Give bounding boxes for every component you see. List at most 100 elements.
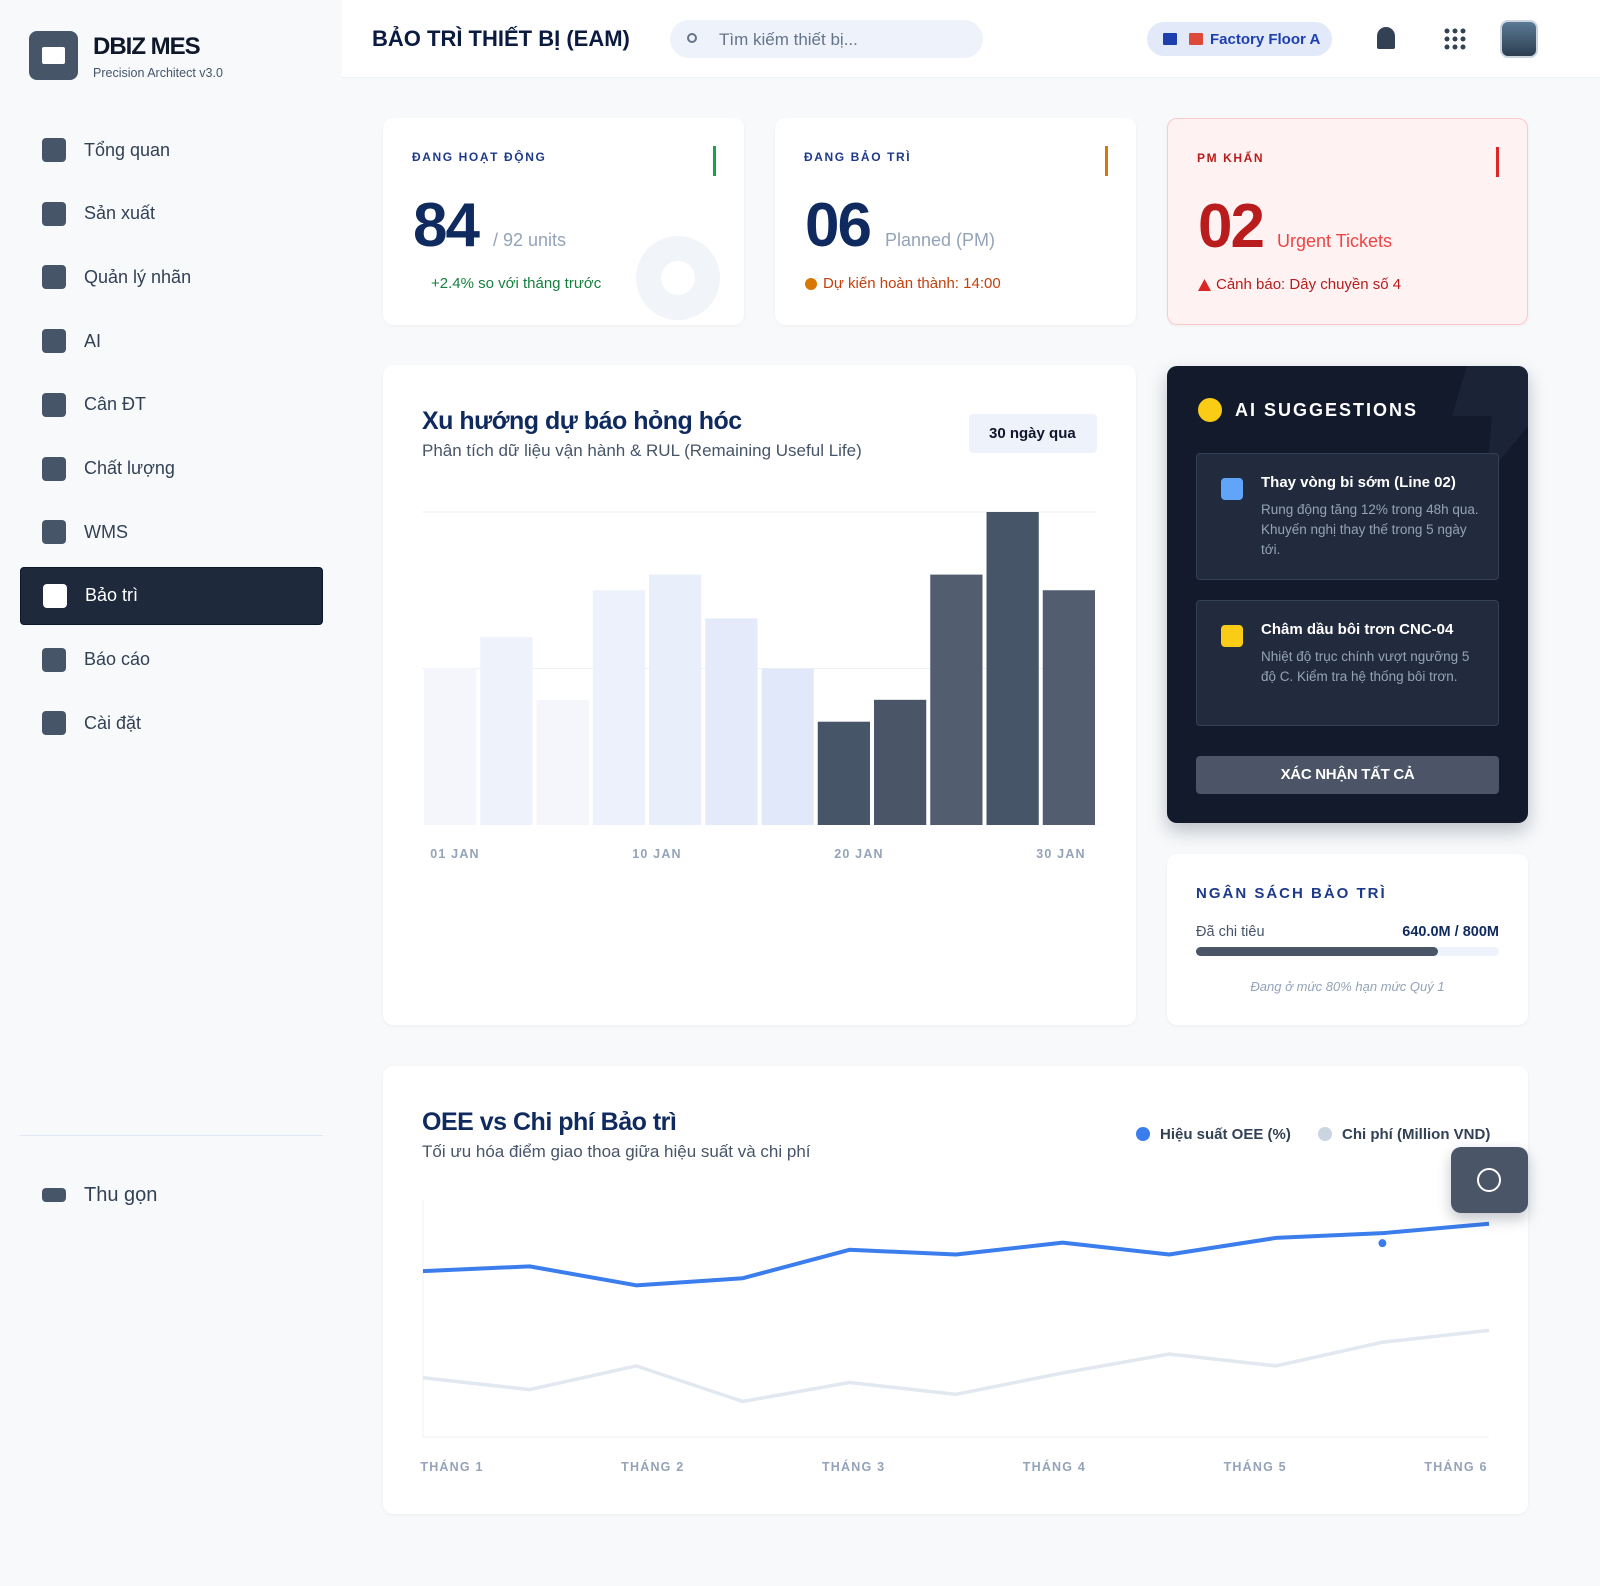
range-select[interactable]: 30 ngày qua [969, 414, 1097, 453]
nav-label: Bảo trì [85, 585, 139, 606]
x-tick-label: THÁNG 3 [822, 1459, 885, 1474]
stat-note: +2.4% so với tháng trước [431, 275, 602, 292]
x-tick-label: 20 JAN [834, 847, 884, 861]
suggestion-text: Nhiệt độ trục chính vượt ngưỡng 5 độ C. … [1261, 649, 1470, 684]
x-tick-label: 10 JAN [632, 847, 682, 861]
nav-label: Chất lượng [84, 458, 175, 478]
suggestion[interactable]: Châm dầu bôi trơn CNC-04 Nhiệt độ trục ch… [1196, 600, 1499, 726]
nav-item[interactable]: Chất lượng [20, 440, 323, 498]
page-title: BẢO TRÌ THIẾT BỊ (EAM) [372, 26, 630, 51]
forecast-card: Xu hướng dự báo hỏng hóc Phân tích dữ li… [383, 365, 1136, 1025]
nav-item[interactable]: Sản xuất [20, 185, 323, 243]
nav-icon [42, 201, 66, 226]
stat-value: 06 [805, 191, 872, 260]
nav-icon [42, 329, 66, 354]
nav-item[interactable]: AI [20, 312, 323, 370]
legend-dot [1318, 1127, 1332, 1141]
line-chart: Hiệu suất OEE (%) Chi phí (Million VND) TH… [420, 1126, 1490, 1474]
budget-progress [1196, 947, 1439, 956]
series-line [422, 1221, 1490, 1288]
chart-title: Xu hướng dự báo hỏng hóc [422, 407, 742, 435]
legend-label: Hiệu suất OEE (%) [1160, 1126, 1291, 1143]
legend-dot [1136, 1127, 1150, 1141]
ai-title: AI SUGGESTIONS [1235, 400, 1419, 420]
nav-item[interactable]: Cài đặt [20, 694, 323, 752]
bar [930, 574, 983, 825]
nav-label: WMS [84, 521, 128, 542]
bar [986, 512, 1039, 825]
nav-icon [42, 456, 66, 481]
nav-label: Cài đặt [84, 712, 142, 733]
suggestion-title: Châm dầu bôi trơn CNC-04 [1261, 621, 1454, 638]
bar-chart: 01 JAN 10 JAN 20 JAN 30 JAN [422, 511, 1097, 861]
ai-card: AI SUGGESTIONS [1167, 366, 1528, 823]
stat-note: Cảnh báo: Dây chuyền số 4 [1216, 276, 1402, 293]
x-tick-label: 30 JAN [1036, 847, 1086, 861]
suggestion-icon [1221, 478, 1243, 500]
budget-card: NGÂN SÁCH BẢO TRÌ Đã chi tiêu 640.0M / 8… [1167, 854, 1528, 1025]
search-placeholder: Tìm kiếm thiết bị... [719, 30, 858, 49]
brand-logo [29, 31, 78, 80]
divider [20, 1135, 323, 1136]
nav-label: Cân ĐT [84, 394, 147, 415]
decor [1452, 366, 1528, 476]
stat-value: 84 [413, 191, 480, 260]
bar [761, 668, 814, 825]
suggestion-title: Thay vòng bi sớm (Line 02) [1261, 474, 1456, 491]
bar [536, 699, 589, 825]
nav-item[interactable]: Bảo trì [20, 566, 323, 625]
nav-item[interactable]: Cân ĐT [20, 376, 323, 434]
nav-icon [42, 711, 66, 736]
stat-card: ĐANG BẢO TRÌ 06 Planned (PM) Dự kiến hoà… [775, 118, 1136, 325]
budget-value: 640.0M / 800M [1402, 924, 1499, 940]
nav-item[interactable]: Quản lý nhãn [20, 248, 323, 306]
nav-label: Quản lý nhãn [84, 266, 192, 287]
bar [1042, 590, 1095, 825]
series-line [422, 1328, 1490, 1404]
apps[interactable] [1444, 28, 1466, 50]
confirm-all-button[interactable]: XÁC NHẬN TẤT CẢ [1196, 756, 1499, 794]
suggestion-icon [1221, 625, 1243, 647]
nav-icon [42, 647, 66, 672]
bar [817, 721, 870, 825]
chart-subtitle: Phân tích dữ liệu vận hành & RUL (Remain… [422, 441, 862, 460]
nav-item[interactable]: WMS [20, 503, 323, 561]
nav-icon [43, 583, 67, 608]
search[interactable]: Tìm kiếm thiết bị... [670, 20, 983, 58]
ai-icon [1198, 398, 1222, 422]
gear-decor [636, 236, 720, 320]
chart-subtitle: Tối ưu hóa điểm giao thoa giữa hiệu suất… [422, 1142, 811, 1161]
bar [705, 618, 758, 825]
suggestion[interactable]: Thay vòng bi sớm (Line 02) Rung động tăng… [1196, 453, 1499, 580]
x-tick-label: THÁNG 5 [1224, 1459, 1287, 1474]
nav-icon [42, 138, 66, 162]
nav-item[interactable]: Tổng quan [20, 121, 323, 179]
nav-label: Tổng quan [84, 139, 171, 160]
accent [1105, 146, 1108, 176]
legend-label: Chi phí (Million VND) [1342, 1126, 1490, 1143]
collapse-button[interactable]: Thu gọn [20, 1166, 323, 1224]
bell[interactable] [1377, 27, 1395, 49]
stat-value: 02 [1198, 192, 1265, 261]
nav-label: AI [84, 330, 102, 351]
brand-subtitle: Precision Architect v3.0 [93, 66, 223, 80]
nav-item[interactable]: Báo cáo [20, 631, 323, 689]
fab[interactable] [1451, 1147, 1528, 1213]
chart-title: OEE vs Chi phí Bảo trì [422, 1108, 677, 1136]
collapse-label: Thu gọn [84, 1183, 158, 1206]
budget-label: Đã chi tiêu [1196, 924, 1265, 940]
oee-card: OEE vs Chi phí Bảo trì Tối ưu hóa điểm g… [383, 1066, 1528, 1514]
x-tick-label: THÁNG 2 [621, 1459, 684, 1474]
x-tick-label: 01 JAN [430, 847, 480, 861]
stat-card: ĐANG HOẠT ĐỘNG 84 / 92 units +2.4% so vớ… [383, 118, 744, 325]
budget-note: Đang ở mức 80% hạn mức Quý 1 [1250, 979, 1445, 994]
stat-card: PM KHẨN 02 Urgent Tickets Cảnh báo: Dây … [1167, 118, 1528, 325]
avatar[interactable] [1500, 20, 1538, 58]
location-pill[interactable]: Factory Floor A [1147, 22, 1332, 56]
nav-icon [42, 392, 66, 417]
x-tick-label: THÁNG 1 [420, 1459, 483, 1474]
clock-icon [805, 278, 817, 290]
location: Factory Floor A [1210, 31, 1321, 48]
